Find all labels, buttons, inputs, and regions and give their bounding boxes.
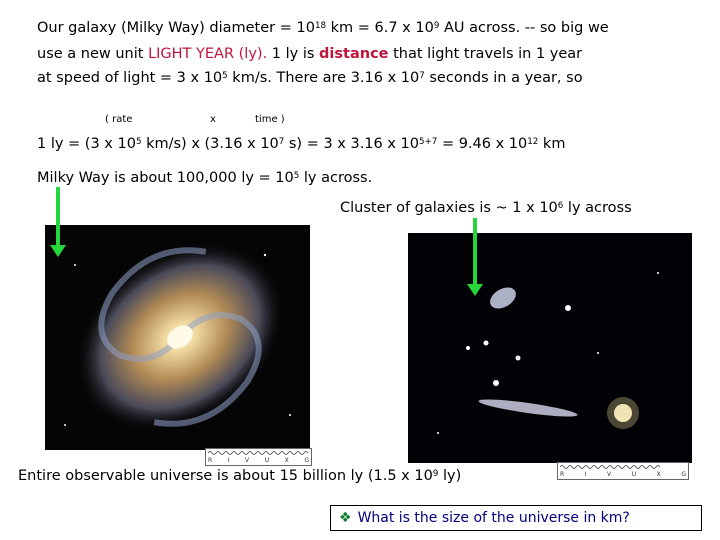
cluster-size: Cluster of galaxies is ~ 1 x 106 ly acro… xyxy=(340,200,632,216)
spectrum-label: G xyxy=(304,457,309,464)
galaxy-cluster-photo xyxy=(408,233,692,463)
question-text: What is the size of the universe in km? xyxy=(357,510,630,526)
milky-way-size: Milky Way is about 100,000 ly = 105 ly a… xyxy=(37,170,373,186)
intro-line-2: use a new unit LIGHT YEAR (ly). 1 ly is … xyxy=(37,46,583,62)
galaxy-photo xyxy=(45,225,310,450)
diamond-bullet-icon: ❖ xyxy=(339,510,352,526)
spectrum-label: G xyxy=(681,471,686,478)
wave-icon xyxy=(560,465,660,469)
question-box: ❖ What is the size of the universe in km? xyxy=(330,505,702,531)
milky-way-arrow xyxy=(50,187,66,257)
light-year-term: LIGHT YEAR (ly). xyxy=(148,46,268,62)
spectrum-label: I xyxy=(227,457,230,464)
intro-line-1: Our galaxy (Milky Way) diameter = 1018 k… xyxy=(37,20,609,36)
annot-time: time ) xyxy=(255,114,285,125)
spectrum-label: R xyxy=(208,457,213,464)
annot-times: x xyxy=(210,114,216,125)
wave-icon xyxy=(208,451,308,455)
universe-size: Entire observable universe is about 15 b… xyxy=(18,468,462,484)
spectrum-label: I xyxy=(584,471,587,478)
spectrum-label: R xyxy=(560,471,565,478)
spectrum-bar-right: R I V U X G xyxy=(557,462,689,480)
spiral-galaxy-image xyxy=(45,225,310,450)
cluster-image xyxy=(408,233,692,463)
spectrum-label: U xyxy=(631,471,637,478)
spectrum-bar-left: R I V U X G xyxy=(205,448,312,466)
spectrum-label: X xyxy=(284,457,289,464)
spectrum-label: U xyxy=(264,457,270,464)
annot-rate: ( rate xyxy=(105,114,133,125)
intro-line-3: at speed of light = 3 x 105 km/s. There … xyxy=(37,70,583,86)
light-year-equation: 1 ly = (3 x 105 km/s) x (3.16 x 107 s) =… xyxy=(37,136,566,152)
spectrum-label: X xyxy=(656,471,661,478)
distance-term: distance xyxy=(319,46,389,62)
spectrum-label: V xyxy=(245,457,250,464)
cluster-arrow xyxy=(467,218,483,296)
spectrum-label: V xyxy=(607,471,612,478)
